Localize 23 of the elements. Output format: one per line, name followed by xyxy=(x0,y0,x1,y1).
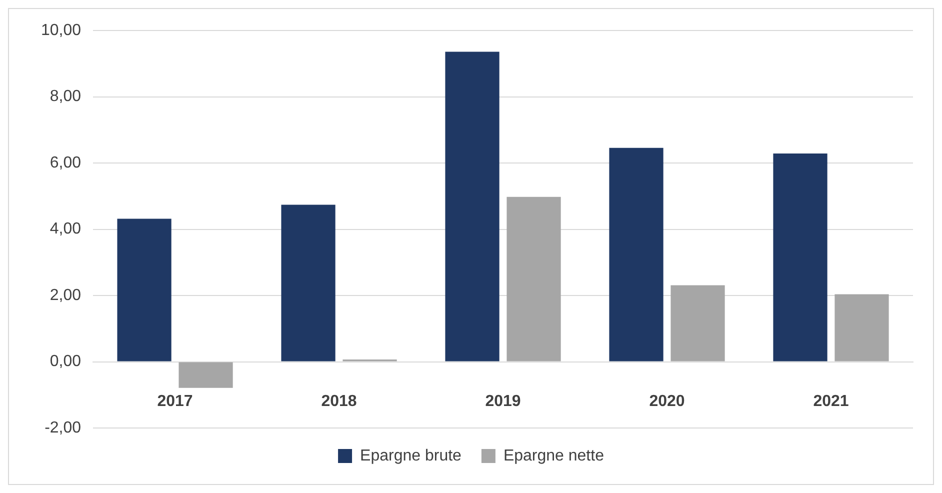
y-tick-label: 2,00 xyxy=(50,286,82,304)
bar xyxy=(506,196,561,362)
bar xyxy=(773,153,828,362)
y-tick-label: -2,00 xyxy=(44,419,82,436)
x-tick-label: 2020 xyxy=(649,392,685,410)
legend-label: Epargne brute xyxy=(360,447,462,464)
y-tick-label: 6,00 xyxy=(50,154,82,172)
bar xyxy=(609,148,664,362)
y-tick-label: 10,00 xyxy=(40,22,82,40)
y-tick-label: 8,00 xyxy=(50,88,82,106)
bar xyxy=(834,294,889,362)
bar xyxy=(281,204,336,362)
y-tick-label: 4,00 xyxy=(50,220,82,238)
bar xyxy=(117,218,172,362)
bar xyxy=(445,52,500,362)
x-tick-label: 2019 xyxy=(485,392,521,410)
x-tick-label: 2017 xyxy=(157,392,193,410)
x-tick-label: 2021 xyxy=(813,392,849,410)
y-tick-label: 0,00 xyxy=(50,353,82,370)
bar xyxy=(178,362,233,388)
bar xyxy=(670,285,725,362)
legend-label: Epargne nette xyxy=(503,447,604,464)
x-tick-label: 2018 xyxy=(321,392,357,410)
